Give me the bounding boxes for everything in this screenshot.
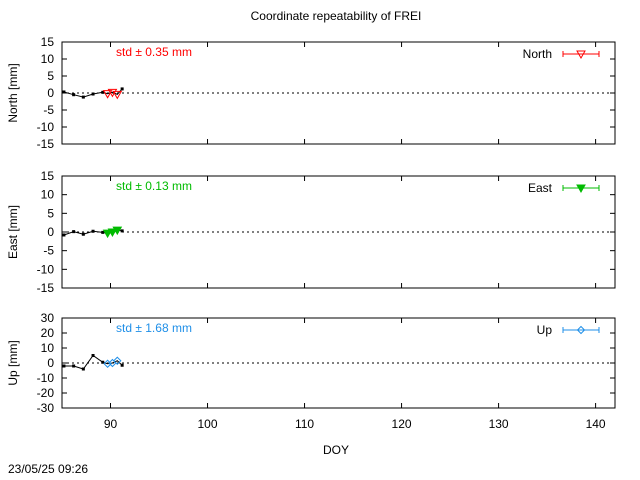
- north-y-tick-label: 0: [47, 86, 54, 100]
- north-y-tick-label: -15: [37, 137, 55, 151]
- x-tick-label: 110: [295, 417, 314, 431]
- north-data-point: [81, 95, 85, 99]
- east-data-point: [101, 230, 105, 234]
- up-y-tick-label: 10: [41, 341, 55, 355]
- x-tick-label: 100: [198, 417, 218, 431]
- up-data-point: [72, 364, 76, 368]
- up-data-point: [113, 356, 122, 365]
- east-y-tick-label: -10: [37, 262, 55, 276]
- east-y-tick-label: -5: [43, 244, 54, 258]
- east-y-tick-label: 15: [41, 169, 55, 183]
- north-data-point: [91, 92, 95, 96]
- east-data-point: [62, 233, 66, 237]
- north-legend-marker: [576, 50, 586, 60]
- north-y-tick-label: -5: [43, 103, 54, 117]
- up-legend-label: Up: [537, 323, 553, 337]
- x-tick-label: 120: [392, 417, 412, 431]
- east-y-tick-label: 10: [41, 188, 55, 202]
- east-data-point: [112, 226, 123, 236]
- up-y-tick-label: -20: [37, 386, 55, 400]
- north-y-tick-label: 15: [41, 35, 55, 49]
- east-y-tick-label: 5: [47, 206, 54, 220]
- up-std-annotation: std ± 1.68 mm: [116, 321, 192, 335]
- east-data-point: [81, 232, 85, 236]
- x-tick-label: 140: [586, 417, 606, 431]
- up-y-axis-label: Up [mm]: [6, 340, 20, 385]
- east-std-annotation: std ± 0.13 mm: [116, 179, 192, 193]
- east-data-point: [107, 228, 118, 238]
- east-data-point: [91, 229, 95, 233]
- x-axis-label: DOY: [323, 443, 349, 457]
- up-data-point: [62, 364, 66, 368]
- footer-timestamp: 23/05/25 09:26: [8, 462, 89, 476]
- up-data-point: [120, 363, 124, 367]
- north-y-tick-label: -10: [37, 120, 55, 134]
- east-legend-marker: [576, 184, 586, 194]
- x-tick-label: 130: [489, 417, 509, 431]
- east-y-tick-label: 0: [47, 225, 54, 239]
- up-legend-marker: [576, 325, 586, 335]
- north-data-point: [112, 90, 123, 100]
- up-y-tick-label: 30: [41, 311, 55, 325]
- north-data-point: [101, 90, 105, 94]
- up-y-tick-label: -10: [37, 371, 55, 385]
- north-y-tick-label: 5: [47, 69, 54, 83]
- north-std-annotation: std ± 0.35 mm: [116, 45, 192, 59]
- north-data-point: [120, 87, 124, 91]
- x-tick-label: 90: [104, 417, 118, 431]
- east-data-point: [72, 230, 76, 234]
- north-y-tick-label: 10: [41, 52, 55, 66]
- north-data-point: [102, 90, 113, 99]
- up-y-tick-label: 20: [41, 326, 55, 340]
- up-data-point: [81, 367, 85, 371]
- up-y-tick-label: 0: [47, 356, 54, 370]
- north-data-point: [72, 93, 76, 97]
- up-y-tick-label: -30: [37, 401, 55, 415]
- east-data-point: [120, 229, 124, 233]
- east-y-tick-label: -15: [37, 281, 55, 295]
- east-y-axis-label: East [mm]: [6, 205, 20, 259]
- chart-title: Coordinate repeatability of FREI: [251, 9, 422, 23]
- north-y-axis-label: North [mm]: [6, 63, 20, 122]
- east-legend-label: East: [528, 181, 553, 195]
- north-legend-label: North: [523, 47, 552, 61]
- up-data-point: [101, 360, 105, 364]
- up-data-point: [91, 354, 95, 357]
- north-data-point: [62, 90, 66, 94]
